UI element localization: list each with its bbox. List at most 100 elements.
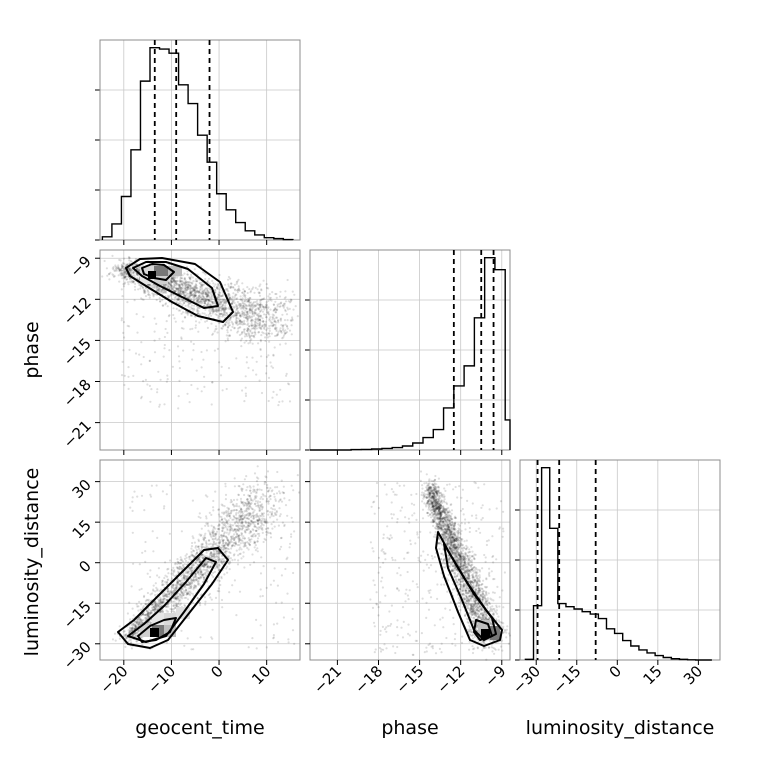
sample-point — [124, 275, 127, 278]
sample-point — [246, 329, 249, 332]
sample-point — [223, 323, 226, 326]
sample-point — [264, 527, 267, 531]
sample-point — [251, 512, 254, 515]
sample-point — [276, 332, 279, 335]
sample-point — [189, 302, 192, 305]
sample-point — [255, 476, 259, 479]
sample-point — [247, 332, 250, 335]
sample-point — [197, 515, 200, 518]
sample-point — [224, 323, 227, 326]
sample-point — [252, 488, 255, 491]
sample-point — [186, 295, 190, 298]
sample-point — [240, 332, 243, 336]
sample-point — [262, 320, 265, 323]
sample-point — [176, 299, 179, 302]
sample-point — [196, 545, 200, 548]
sample-point — [192, 588, 195, 591]
sample-point — [224, 314, 227, 317]
sample-point — [222, 302, 225, 305]
sample-point — [259, 338, 262, 342]
sample-point — [172, 307, 175, 310]
sample-point — [233, 301, 236, 304]
sample-point — [131, 274, 135, 277]
sample-point — [190, 292, 193, 295]
sample-point — [215, 549, 218, 552]
sample-point — [253, 305, 256, 308]
sample-point — [192, 576, 195, 579]
sample-point — [286, 325, 289, 328]
sample-point — [173, 290, 176, 293]
sample-point — [224, 541, 227, 544]
y-tick-label: 15 — [69, 516, 95, 542]
sample-point — [208, 311, 212, 315]
sample-point — [158, 603, 161, 606]
sample-point — [185, 300, 188, 303]
sample-point — [192, 648, 195, 651]
sample-point — [169, 286, 172, 289]
sample-point — [259, 509, 262, 512]
sample-point — [149, 493, 152, 496]
sample-point — [266, 483, 269, 487]
sample-point — [117, 264, 120, 267]
sample-point — [129, 638, 133, 642]
sample-point — [217, 508, 220, 511]
sample-point — [227, 367, 231, 370]
sample-point — [156, 391, 159, 394]
sample-point — [251, 356, 254, 359]
sample-point — [179, 603, 182, 606]
sample-point — [236, 291, 239, 294]
sample-point — [197, 330, 200, 333]
sample-point — [246, 311, 249, 314]
sample-point — [257, 519, 260, 522]
sample-point — [224, 304, 227, 307]
sample-point — [237, 484, 240, 488]
sample-point — [241, 514, 244, 517]
sample-point — [118, 268, 121, 271]
sample-point — [163, 347, 166, 350]
sample-point — [207, 294, 210, 297]
sample-point — [245, 510, 248, 513]
sample-point — [177, 395, 180, 398]
sample-point — [211, 279, 214, 282]
sample-point — [190, 314, 193, 317]
sample-point — [241, 306, 244, 309]
sample-point — [180, 293, 183, 296]
sample-point — [235, 319, 238, 322]
sample-point — [290, 333, 293, 336]
sample-point — [122, 257, 126, 260]
sample-point — [162, 284, 165, 287]
sample-point — [163, 403, 166, 406]
sample-point — [120, 288, 123, 291]
sample-point — [270, 365, 273, 368]
sample-point — [249, 301, 252, 304]
sample-point — [174, 289, 177, 293]
sample-point — [178, 284, 181, 287]
sample-point — [236, 563, 240, 566]
sample-point — [261, 526, 264, 530]
sample-point — [174, 281, 177, 284]
sample-point — [292, 489, 295, 492]
sample-point — [261, 324, 264, 327]
sample-point — [258, 526, 261, 529]
sample-point — [203, 375, 206, 378]
sample-point — [190, 291, 193, 294]
sample-point — [121, 277, 124, 280]
sample-point — [242, 305, 246, 308]
sample-point — [252, 490, 255, 493]
sample-point — [219, 305, 222, 308]
sample-point — [169, 280, 172, 283]
sample-point — [192, 279, 195, 283]
sample-point — [199, 285, 202, 288]
sample-point — [247, 298, 251, 301]
sample-point — [186, 392, 189, 395]
sample-point — [271, 510, 274, 514]
sample-point — [193, 295, 196, 298]
sample-point — [133, 299, 136, 302]
sample-point — [164, 561, 167, 564]
sample-point — [242, 288, 245, 291]
sample-point — [205, 551, 208, 554]
sample-point — [177, 355, 181, 358]
sample-point — [229, 297, 232, 300]
sample-point — [162, 291, 165, 294]
sample-point — [259, 595, 262, 598]
